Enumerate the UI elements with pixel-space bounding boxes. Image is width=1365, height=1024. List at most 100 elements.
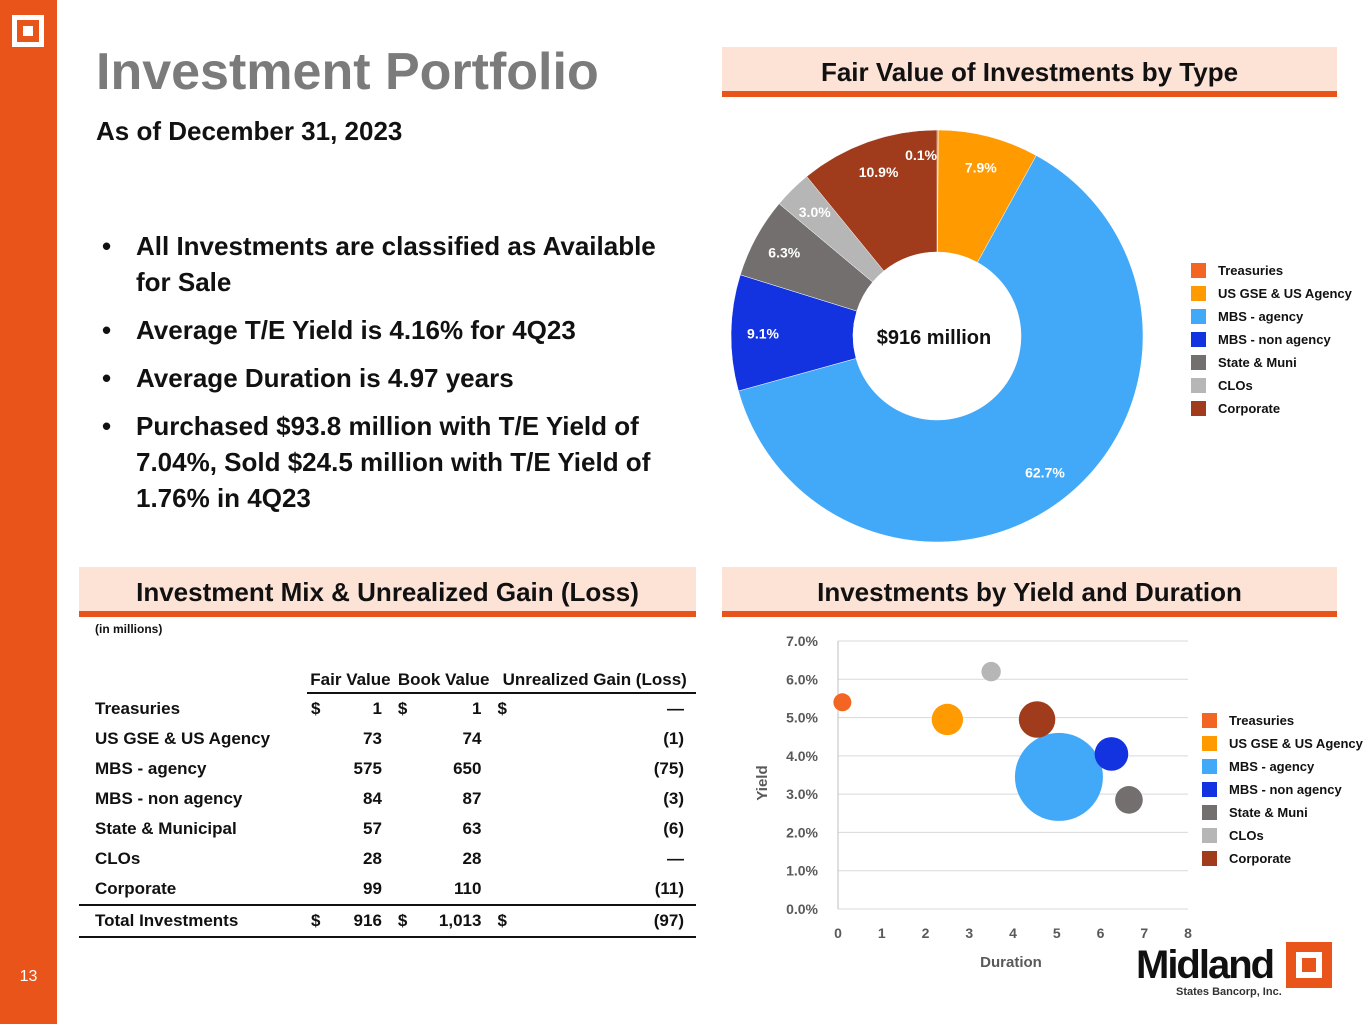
bullet-dot-icon: • [102, 363, 112, 393]
row-book-value: 63 [462, 819, 482, 838]
row-fair-value: 73 [363, 729, 382, 748]
row-currency [394, 814, 416, 844]
row-book-value: 650 [453, 759, 482, 778]
legend-swatch [1191, 355, 1206, 370]
x-axis-title: Duration [980, 954, 1042, 971]
legend-label: MBS - agency [1229, 759, 1315, 774]
row-currency [493, 724, 515, 754]
row-currency: $ [397, 699, 408, 718]
legend-swatch [1191, 309, 1206, 324]
bubble-point [1014, 732, 1103, 821]
row-category: MBS - non agency [95, 789, 243, 808]
x-tick-label: 3 [965, 925, 973, 941]
sidebar-rail: 13 [0, 0, 57, 1024]
table-row: CLOs 28 28 — [79, 844, 696, 874]
row-unrealized-gain: (97) [515, 904, 696, 938]
legend-label: CLOs [1218, 378, 1253, 393]
bullet-item: • Average Duration is 4.97 years [96, 360, 656, 396]
bullet-text: All Investments are classified as Availa… [136, 231, 656, 297]
y-tick-label: 6.0% [786, 671, 818, 687]
legend-label: CLOs [1229, 828, 1264, 843]
row-unrealized-gain: (1) [663, 729, 684, 748]
legend-label: Corporate [1218, 401, 1281, 416]
pie-slice-label: 62.7% [1025, 464, 1065, 480]
row-category: Treasuries [95, 698, 181, 718]
row-category: MBS - agency [95, 759, 207, 778]
pie-slice-label: 10.9% [859, 164, 899, 180]
row-fair-value: 575 [353, 759, 382, 778]
bullet-item: • Average T/E Yield is 4.16% for 4Q23 [96, 312, 656, 348]
row-currency: $ [393, 904, 416, 938]
bubble-point [1018, 701, 1056, 738]
y-tick-label: 3.0% [786, 786, 818, 802]
row-unrealized-gain: (3) [663, 789, 684, 808]
table-row: Corporate 99 110 (11) [79, 874, 696, 905]
brand-tagline: States Bancorp, Inc. [1176, 986, 1282, 998]
row-book-value: 74 [462, 729, 482, 748]
legend-label: US GSE & US Agency [1218, 286, 1352, 301]
table-row: State & Municipal 57 63 (6) [79, 814, 696, 844]
y-tick-label: 0.0% [786, 901, 818, 917]
legend-label: MBS - non agency [1229, 782, 1342, 797]
bubble-point [1094, 737, 1129, 771]
column-header-fair-value: Fair Value [307, 640, 394, 694]
x-tick-label: 7 [1140, 925, 1148, 941]
table-row: MBS - agency 575 650 (75) [79, 754, 696, 784]
row-category: CLOs [95, 849, 141, 868]
bubble-point [931, 703, 964, 736]
bullet-dot-icon: • [102, 315, 112, 345]
bullet-dot-icon: • [102, 411, 112, 441]
pie-slice-label: 3.0% [799, 204, 831, 220]
table-row: US GSE & US Agency 73 74 (1) [79, 724, 696, 754]
legend-swatch [1191, 263, 1206, 278]
row-fair-value: 57 [363, 819, 382, 838]
table-row: MBS - non agency 84 87 (3) [79, 784, 696, 814]
midland-logo: Midland States Bancorp, Inc. [1136, 940, 1336, 1000]
x-tick-label: 6 [1097, 925, 1105, 941]
row-currency [394, 724, 416, 754]
pie-slice-label: 9.1% [747, 325, 779, 341]
legend-swatch [1202, 828, 1217, 843]
row-unrealized-gain: — [667, 849, 684, 868]
y-tick-label: 4.0% [786, 748, 818, 764]
bubble-point [981, 661, 1001, 682]
y-tick-label: 2.0% [786, 824, 818, 840]
bullet-item: • Purchased $93.8 million with T/E Yield … [96, 408, 656, 516]
table-row: Treasuries $1 $1 $ — [79, 693, 696, 724]
row-book-value: 28 [462, 849, 482, 868]
legend-swatch [1202, 759, 1217, 774]
row-category: State & Municipal [95, 819, 237, 838]
row-unrealized-gain: (11) [654, 879, 684, 898]
row-currency [394, 874, 416, 905]
row-currency [493, 874, 515, 905]
row-fair-value: 28 [363, 849, 382, 868]
donut-center-label: $916 million [877, 327, 992, 349]
bubble-chart-header: Investments by Yield and Duration [722, 567, 1337, 617]
row-currency [394, 784, 416, 814]
legend-label: MBS - non agency [1218, 332, 1331, 347]
units-note: (in millions) [95, 622, 163, 636]
legend-swatch [1191, 332, 1206, 347]
x-tick-label: 2 [922, 925, 930, 941]
legend-label: MBS - agency [1218, 309, 1304, 324]
row-book-value: 110 [454, 879, 482, 898]
bullet-item: • All Investments are classified as Avail… [96, 228, 656, 300]
row-category: Total Investments [79, 904, 307, 938]
row-unrealized-gain: — [667, 699, 684, 718]
bubble-chart: 0.0% 1.0% 2.0% 3.0% 4.0% 5.0% 6.0% 7.0% 0 1 2 3 4 5 6 7… [754, 633, 1192, 971]
row-currency [394, 754, 416, 784]
row-currency [493, 844, 515, 874]
legend-swatch [1191, 378, 1206, 393]
row-currency: $ [307, 904, 329, 938]
legend-swatch [1202, 736, 1217, 751]
row-currency [493, 754, 515, 784]
row-book-value: 1,013 [415, 904, 494, 938]
legend-label: US GSE & US Agency [1229, 736, 1363, 751]
logo-square-icon [12, 15, 44, 47]
row-currency [307, 754, 329, 784]
brand-square-icon [1286, 942, 1332, 988]
bullet-list: • All Investments are classified as Avail… [96, 228, 656, 528]
bullet-text: Purchased $93.8 million with T/E Yield o… [136, 411, 651, 513]
y-tick-label: 7.0% [786, 633, 818, 649]
row-currency [307, 784, 329, 814]
